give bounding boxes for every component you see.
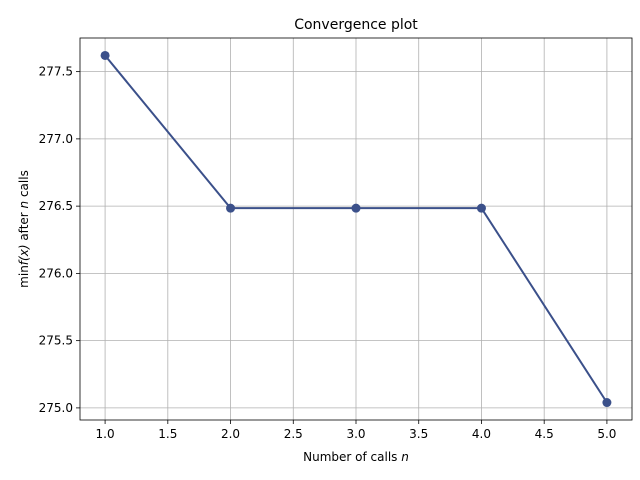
- data-point: [100, 50, 110, 60]
- series-group: [100, 50, 612, 408]
- y-tick-label: 276.5: [39, 199, 73, 213]
- y-tick-label: 277.0: [39, 132, 73, 146]
- x-tick-label: 1.5: [158, 427, 177, 441]
- y-tick-label: 275.0: [39, 401, 73, 415]
- data-point: [476, 203, 486, 213]
- x-tick-label: 1.0: [96, 427, 115, 441]
- grid: [80, 38, 632, 420]
- data-point: [351, 203, 361, 213]
- chart-title: Convergence plot: [294, 17, 418, 33]
- data-point: [226, 203, 236, 213]
- x-ticks: 1.0 1.5 2.0 2.5 3.0 3.5 4.0 4.5 5.0: [96, 420, 616, 441]
- x-tick-label: 5.0: [597, 427, 616, 441]
- x-tick-label: 2.0: [221, 427, 240, 441]
- y-tick-label: 277.5: [39, 65, 73, 79]
- y-tick-label: 275.5: [39, 334, 73, 348]
- data-point: [602, 398, 612, 408]
- x-tick-label: 4.0: [472, 427, 491, 441]
- y-axis-label: minf(x) after n calls: [17, 170, 31, 288]
- plot-frame: [79, 37, 633, 421]
- x-tick-label: 2.5: [284, 427, 303, 441]
- y-tick-label: 276.0: [39, 266, 73, 280]
- x-axis-label: Number of calls n: [303, 450, 409, 464]
- x-tick-label: 3.5: [409, 427, 428, 441]
- y-ticks: 275.0 275.5 276.0 276.5 277.0 277.5: [39, 65, 80, 415]
- x-tick-label: 4.5: [535, 427, 554, 441]
- x-tick-label: 3.0: [346, 427, 365, 441]
